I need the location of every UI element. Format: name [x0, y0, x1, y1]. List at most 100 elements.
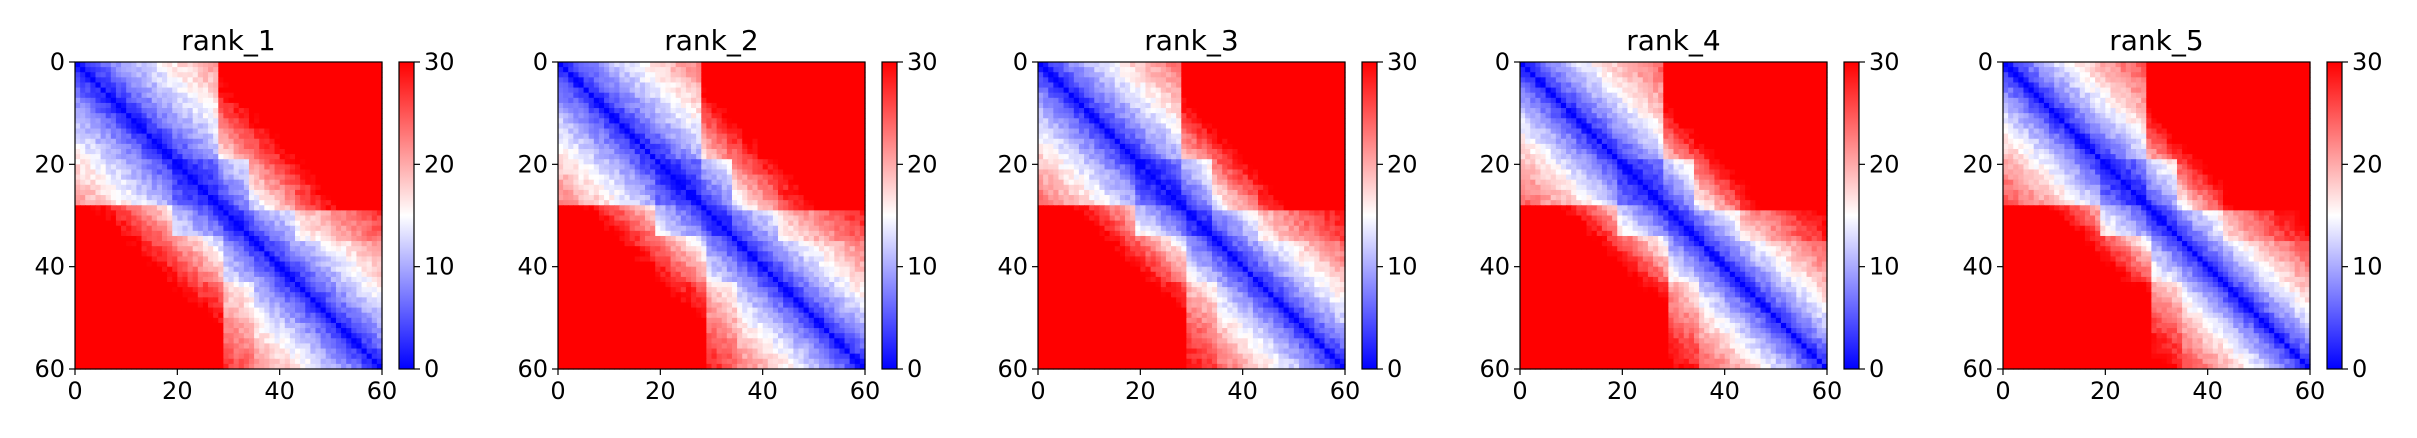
heatmap-cell	[341, 77, 347, 84]
heatmap-cell	[90, 215, 97, 222]
heatmap-cell	[854, 154, 861, 160]
heatmap-cell	[161, 174, 168, 181]
heatmap-cell	[151, 123, 158, 130]
heatmap-cell	[85, 287, 91, 293]
heatmap-cell	[274, 62, 281, 68]
heatmap-cell	[839, 159, 846, 165]
heatmap-cell	[644, 118, 651, 124]
heatmap-cell	[376, 343, 383, 350]
heatmap-cell	[356, 189, 363, 196]
heatmap-cell	[197, 148, 204, 155]
heatmap-cell	[223, 302, 230, 309]
heatmap-cell	[259, 317, 265, 324]
heatmap-cell	[371, 72, 378, 78]
heatmap-cell	[167, 307, 173, 314]
heatmap-cell	[341, 133, 347, 140]
heatmap-cell	[233, 287, 240, 293]
heatmap-cell	[80, 246, 86, 252]
heatmap-cell	[310, 333, 317, 339]
heatmap-cell	[289, 210, 296, 217]
heatmap-cell	[798, 154, 805, 160]
heatmap-cell	[685, 62, 692, 68]
heatmap-cell	[161, 271, 168, 278]
heatmap-cell	[583, 77, 590, 84]
heatmap-cell	[798, 143, 805, 150]
heatmap-cell	[182, 128, 189, 135]
heatmap-cell	[325, 123, 332, 130]
heatmap-cell	[829, 97, 835, 104]
heatmap-cell	[233, 256, 240, 263]
heatmap-cell	[151, 210, 158, 217]
heatmap-cell	[105, 246, 112, 252]
heatmap-cell	[839, 67, 846, 73]
heatmap-cell	[731, 154, 738, 160]
heatmap-cell	[90, 169, 97, 176]
heatmap-cell	[356, 235, 363, 242]
heatmap-cell	[629, 143, 636, 150]
heatmap-cell	[593, 143, 600, 150]
heatmap-cell	[90, 297, 97, 304]
heatmap-cell	[75, 297, 81, 304]
heatmap-cell	[121, 169, 127, 176]
heatmap-cell	[361, 338, 368, 345]
heatmap-cell	[131, 189, 137, 196]
heatmap-cell	[80, 343, 86, 350]
heatmap-cell	[839, 154, 846, 160]
heatmap-cell	[859, 113, 866, 119]
heatmap-cell	[228, 287, 235, 293]
heatmap-cell	[295, 230, 301, 237]
heatmap-cell	[121, 358, 127, 365]
heatmap-cell	[274, 343, 281, 350]
heatmap-cell	[696, 154, 702, 160]
heatmap-cell	[295, 328, 301, 334]
heatmap-cell	[793, 174, 800, 181]
heatmap-cell	[568, 148, 574, 155]
heatmap-cell	[737, 138, 743, 145]
heatmap-cell	[346, 82, 352, 89]
heatmap-cell	[300, 82, 306, 89]
heatmap-cell	[772, 154, 779, 160]
heatmap-cell	[248, 138, 255, 145]
heatmap-cell	[182, 189, 189, 196]
heatmap-cell	[151, 72, 158, 78]
heatmap-cell	[126, 97, 132, 104]
heatmap-cell	[798, 67, 805, 73]
heatmap-cell	[85, 322, 91, 329]
heatmap-cell	[126, 67, 132, 73]
heatmap-cell	[650, 92, 656, 99]
heatmap-cell	[315, 348, 322, 355]
heatmap-cell	[248, 333, 255, 339]
heatmap-cell	[202, 148, 209, 155]
heatmap-cell	[243, 169, 250, 176]
heatmap-cell	[228, 333, 235, 339]
heatmap-cell	[356, 348, 363, 355]
heatmap-cell	[361, 113, 368, 119]
heatmap-cell	[335, 174, 342, 181]
heatmap-cell	[121, 317, 127, 324]
heatmap-cell	[156, 189, 163, 196]
heatmap-cell	[834, 159, 841, 165]
heatmap-cell	[351, 271, 358, 278]
heatmap-cell	[202, 174, 209, 181]
heatmap-cell	[644, 148, 651, 155]
heatmap-cell	[650, 148, 656, 155]
heatmap-cell	[788, 62, 794, 68]
heatmap-cell	[320, 220, 327, 227]
heatmap-cell	[675, 164, 682, 171]
heatmap-cell	[197, 251, 204, 258]
heatmap-cell	[269, 82, 276, 89]
heatmap-cell	[126, 220, 132, 227]
heatmap-cell	[310, 72, 317, 78]
heatmap-cell	[187, 348, 194, 355]
heatmap-cell	[177, 302, 184, 309]
heatmap-cell	[813, 87, 820, 94]
heatmap-cell	[228, 148, 235, 155]
heatmap-cell	[300, 220, 306, 227]
heatmap-cell	[356, 297, 363, 304]
heatmap-cell	[685, 92, 692, 99]
heatmap-cell	[110, 276, 117, 283]
heatmap-cell	[289, 230, 296, 237]
heatmap-cell	[609, 154, 615, 160]
heatmap-cell	[665, 77, 672, 84]
heatmap-cell	[854, 113, 861, 119]
